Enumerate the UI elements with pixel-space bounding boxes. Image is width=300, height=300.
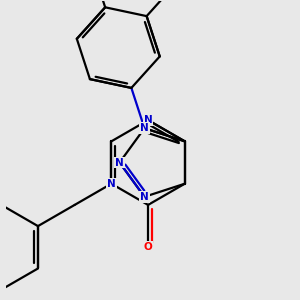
Text: N: N bbox=[115, 158, 124, 167]
Text: N: N bbox=[140, 192, 149, 202]
Text: N: N bbox=[144, 115, 152, 125]
Text: N: N bbox=[107, 179, 116, 189]
Text: N: N bbox=[140, 123, 149, 133]
Text: O: O bbox=[144, 242, 152, 252]
